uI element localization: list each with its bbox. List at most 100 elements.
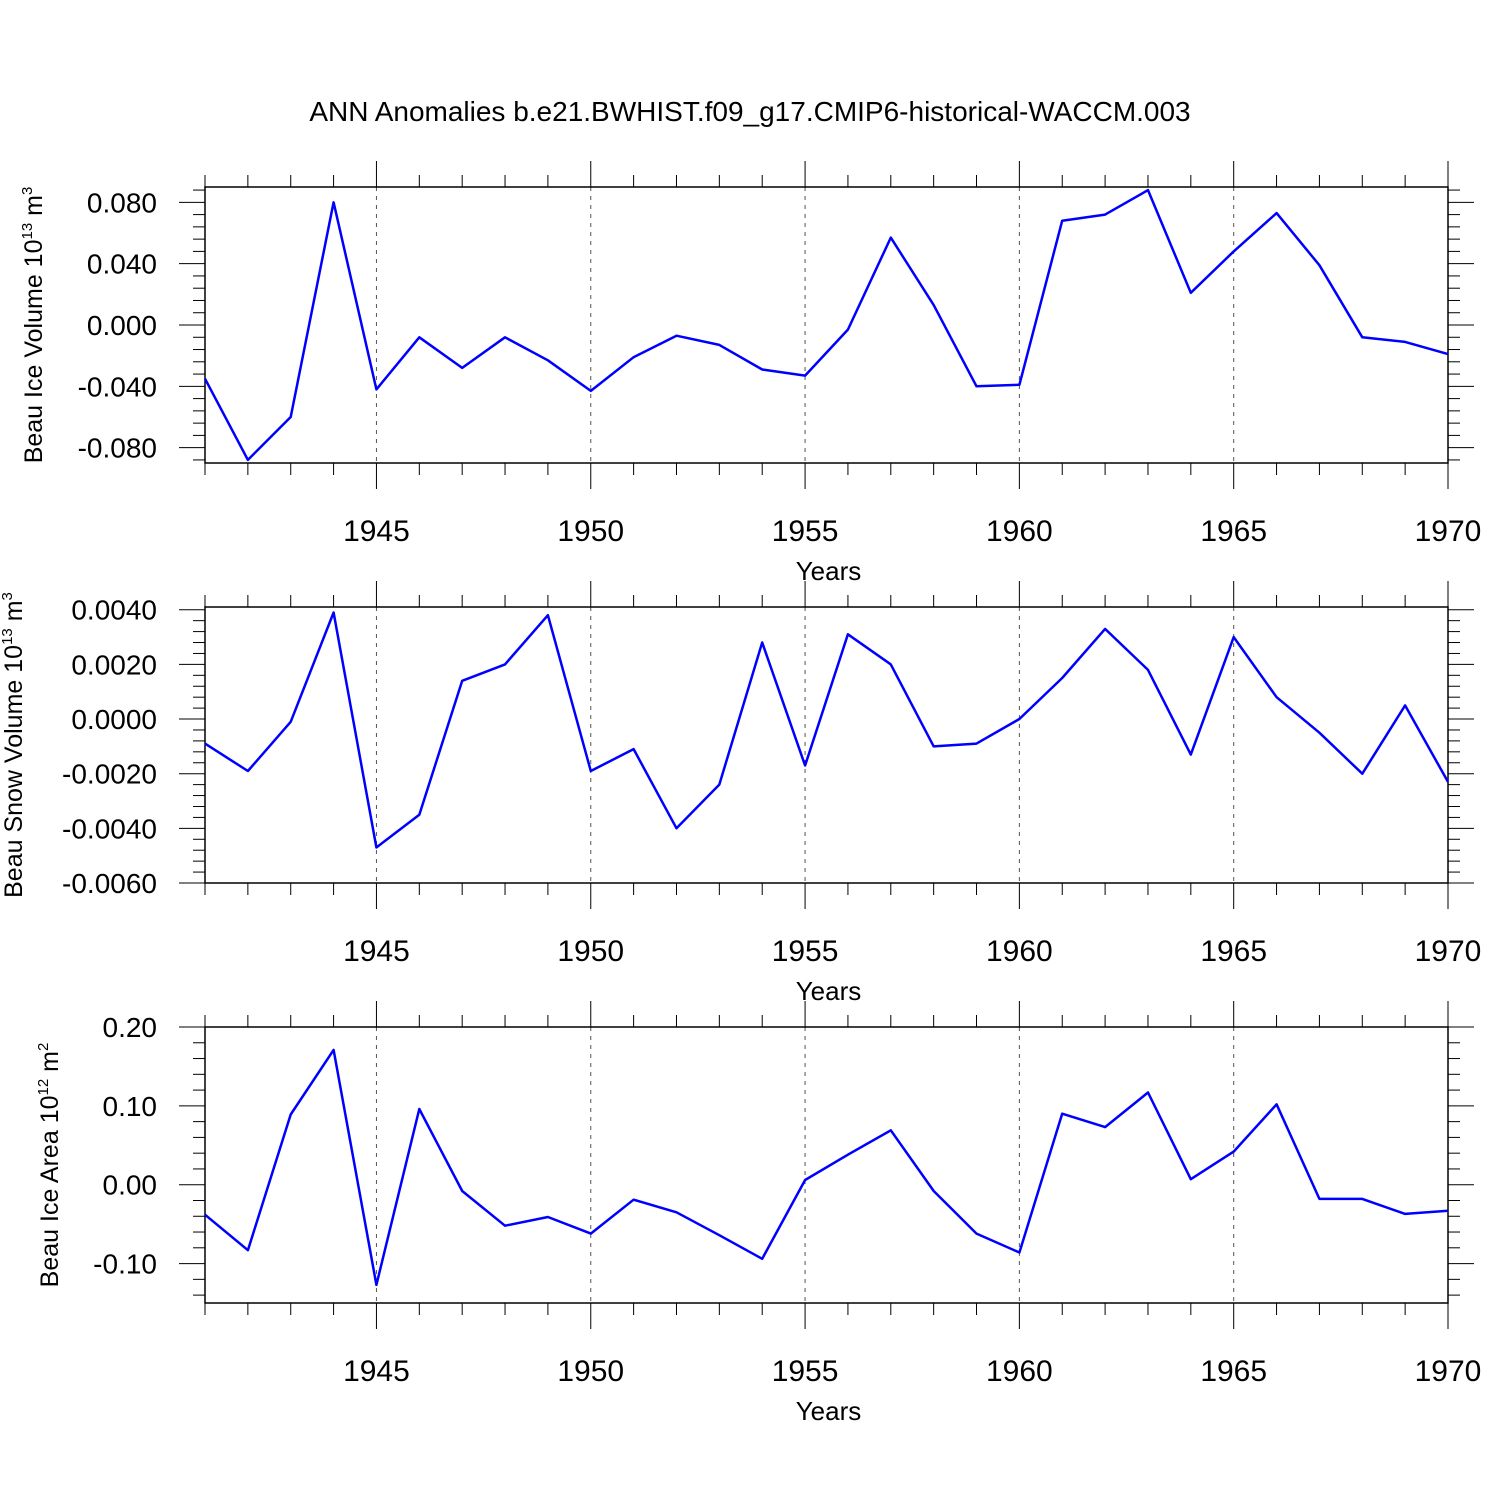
data-point <box>546 358 550 362</box>
data-point <box>632 1198 636 1202</box>
data-point <box>1446 1209 1450 1213</box>
panel-2: -0.0060 -0.0040 -0.0020 0.0000 0.0020 0.0040 1… <box>0 581 1481 1006</box>
data-point <box>1403 703 1407 707</box>
data-point <box>289 415 293 419</box>
y-tick-label: 0.0000 <box>71 704 157 735</box>
x-tick-label: 1950 <box>557 515 624 548</box>
data-point <box>1232 1150 1236 1154</box>
data-point <box>975 1232 979 1236</box>
data-point <box>889 236 893 240</box>
x-tick-label: 1945 <box>343 515 410 548</box>
data-point <box>1146 1090 1150 1094</box>
y-tick-label: 0.0040 <box>71 595 157 626</box>
data-point <box>1275 211 1279 215</box>
data-point <box>803 763 807 767</box>
data-point <box>546 1215 550 1219</box>
data-point <box>589 389 593 393</box>
data-point <box>1360 335 1364 339</box>
x-axis-label: Years <box>796 976 862 1006</box>
data-point <box>1017 383 1021 387</box>
data-point <box>632 355 636 359</box>
data-point <box>1403 1212 1407 1216</box>
data-point <box>332 610 336 614</box>
data-point <box>503 1224 507 1228</box>
data-point <box>374 845 378 849</box>
data-point <box>674 1210 678 1214</box>
data-point <box>417 335 421 339</box>
series-line <box>204 611 1450 849</box>
data-point <box>932 303 936 307</box>
x-tick-label: 1965 <box>1200 1355 1267 1388</box>
panel-3: -0.10 0.00 0.10 0.20 1945 1950 1955 1960 1965 197… <box>35 1001 1481 1426</box>
panel-1: -0.080 -0.040 0.000 0.040 0.080 1945 1950 1955 1… <box>19 161 1481 586</box>
data-point <box>717 1233 721 1237</box>
data-point <box>760 641 764 645</box>
data-point <box>1275 1102 1279 1106</box>
data-point <box>717 343 721 347</box>
data-point <box>289 720 293 724</box>
data-point <box>203 377 207 381</box>
x-axis-label: Years <box>796 1396 862 1426</box>
data-point <box>1060 219 1064 223</box>
x-tick-label: 1965 <box>1200 515 1267 548</box>
data-point <box>1446 780 1450 784</box>
data-point <box>1317 1197 1321 1201</box>
series-line <box>204 1048 1449 1287</box>
data-point <box>1275 695 1279 699</box>
data-point <box>546 613 550 617</box>
x-tick-label: 1960 <box>986 515 1053 548</box>
data-point <box>1317 731 1321 735</box>
y-tick-label: -0.040 <box>78 371 157 402</box>
data-point <box>1360 772 1364 776</box>
data-point <box>975 384 979 388</box>
data-point <box>674 826 678 830</box>
data-point <box>374 1283 378 1287</box>
y-tick-label: -0.0020 <box>62 759 157 790</box>
x-tick-label: 1945 <box>343 935 410 968</box>
y-tick-label: -0.080 <box>78 433 157 464</box>
data-point <box>589 769 593 773</box>
data-point <box>503 335 507 339</box>
y-axis-label: Beau Ice Area 1012 m2 <box>35 1043 64 1288</box>
x-tick-label: 1945 <box>343 1355 410 1388</box>
data-point <box>203 742 207 746</box>
data-point <box>1146 668 1150 672</box>
x-tick-label: 1960 <box>986 1355 1053 1388</box>
data-point <box>889 1128 893 1132</box>
y-tick-label: -0.0060 <box>62 868 157 899</box>
data-point <box>1446 352 1450 356</box>
data-point <box>289 1113 293 1117</box>
data-point <box>1103 1125 1107 1129</box>
data-point <box>846 632 850 636</box>
data-point <box>803 1178 807 1182</box>
data-point <box>460 679 464 683</box>
x-tick-label: 1965 <box>1200 935 1267 968</box>
y-tick-label: 0.20 <box>103 1012 158 1043</box>
plot-frame <box>204 606 1449 884</box>
x-tick-label: 1970 <box>1415 1355 1482 1388</box>
plot-frame <box>204 1026 1449 1304</box>
data-point <box>632 747 636 751</box>
plot-frame <box>204 186 1449 464</box>
x-tick-label: 1950 <box>557 1355 624 1388</box>
data-point <box>889 662 893 666</box>
data-point <box>932 744 936 748</box>
data-point <box>417 813 421 817</box>
x-tick-label: 1970 <box>1415 935 1482 968</box>
data-point <box>246 769 250 773</box>
data-point <box>717 783 721 787</box>
x-tick-label: 1970 <box>1415 515 1482 548</box>
data-point <box>503 662 507 666</box>
data-point <box>1017 717 1021 721</box>
data-point <box>246 1248 250 1252</box>
data-point <box>1146 188 1150 192</box>
data-point <box>1189 1177 1193 1181</box>
y-tick-label: 0.10 <box>103 1091 158 1122</box>
data-point <box>1060 1112 1064 1116</box>
y-tick-label: -0.0040 <box>62 813 157 844</box>
y-axis-label: Beau Snow Volume 1013 m3 <box>0 592 28 898</box>
series-line <box>203 188 1449 462</box>
data-point <box>417 1107 421 1111</box>
data-point <box>1017 1251 1021 1255</box>
